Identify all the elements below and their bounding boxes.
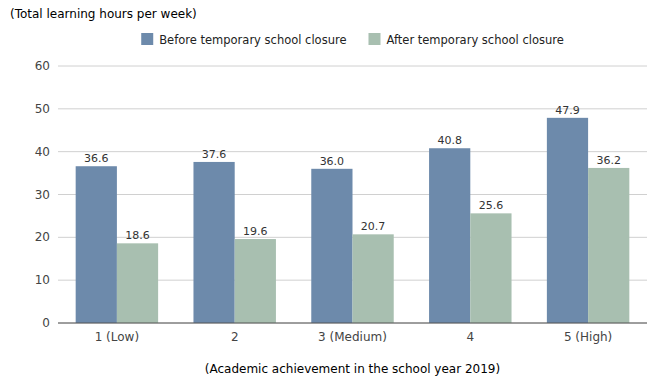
bar — [429, 148, 470, 323]
data-label: 18.6 — [125, 229, 150, 242]
chart: 0 10 20 30 40 50 60 36.6 37.6 36.0 40.8 47.9 18.6 19.… — [0, 0, 665, 387]
y-tick-label: 30 — [35, 188, 50, 202]
y-tick-label: 40 — [35, 145, 50, 159]
data-label: 36.6 — [84, 152, 109, 165]
legend-swatch — [141, 33, 153, 45]
bar — [353, 234, 394, 323]
bar — [235, 239, 276, 323]
data-label: 47.9 — [555, 104, 580, 117]
legend-label: After temporary school closure — [386, 33, 563, 47]
x-axis-line — [58, 323, 647, 324]
data-label: 20.7 — [361, 220, 386, 233]
x-axis-label: (Academic achievement in the school year… — [205, 362, 500, 376]
grid-line — [58, 323, 647, 324]
bar — [311, 169, 352, 323]
y-axis-label: (Total learning hours per week) — [10, 7, 197, 21]
x-tick-label: 3 (Medium) — [318, 330, 387, 344]
bar — [117, 243, 158, 323]
data-label: 36.2 — [596, 154, 621, 167]
grid-line — [58, 66, 647, 67]
y-tick-label: 20 — [35, 230, 50, 244]
legend-swatch — [368, 33, 380, 45]
bar — [547, 118, 588, 323]
y-tick-label: 50 — [35, 102, 50, 116]
bars — [76, 118, 630, 323]
x-tick-label: 2 — [231, 330, 239, 344]
x-tick-label: 1 (Low) — [95, 330, 139, 344]
data-label: 19.6 — [243, 225, 268, 238]
data-label: 36.0 — [320, 155, 345, 168]
legend: Before temporary school closure After tem… — [141, 33, 564, 47]
chart-container: 0 10 20 30 40 50 60 36.6 37.6 36.0 40.8 47.9 18.6 19.… — [0, 0, 665, 387]
legend-label: Before temporary school closure — [159, 33, 346, 47]
bar — [193, 162, 234, 323]
bar — [76, 166, 117, 323]
x-tick-label: 4 — [466, 330, 474, 344]
data-labels: 36.6 37.6 36.0 40.8 47.9 18.6 19.6 20.7 25.6 36.2 — [84, 104, 621, 243]
bar — [588, 168, 629, 323]
x-tick-label: 5 (High) — [564, 330, 612, 344]
y-tick-label: 0 — [42, 316, 50, 330]
data-label: 25.6 — [479, 199, 504, 212]
y-tick-label: 10 — [35, 273, 50, 287]
y-tick-label: 60 — [35, 59, 50, 73]
grid — [58, 66, 647, 323]
bar — [470, 213, 511, 323]
data-label: 37.6 — [202, 148, 227, 161]
data-label: 40.8 — [437, 134, 462, 147]
